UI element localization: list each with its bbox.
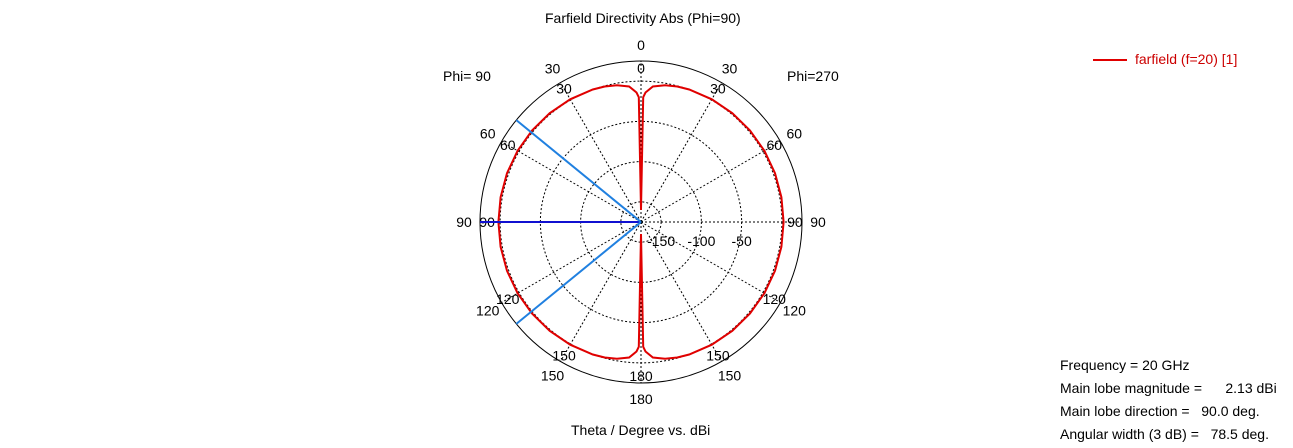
outer-angle-tick-label: 90 xyxy=(810,214,826,230)
angular-spoke-150 xyxy=(640,221,722,362)
outer-angle-tick-label: 60 xyxy=(786,126,802,142)
inner-angle-tick-label: 30 xyxy=(556,81,572,97)
inner-angle-tick-label: 30 xyxy=(710,81,726,97)
angular-spoke-330 xyxy=(560,82,642,223)
legend-swatch xyxy=(1093,59,1127,62)
outer-angle-tick-label: 120 xyxy=(783,303,807,319)
angular-spoke-300 xyxy=(501,141,642,223)
outer-angle-tick-label: 30 xyxy=(722,61,738,77)
outer-angle-tick-label: 180 xyxy=(629,391,653,407)
series-line-right xyxy=(640,84,785,360)
info-frequency: Frequency = 20 GHz xyxy=(1060,357,1190,373)
inner-angle-tick-label: 120 xyxy=(496,291,520,307)
x-axis-label: Theta / Degree vs. dBi xyxy=(571,422,711,438)
inner-angle-tick-label: 60 xyxy=(500,137,516,153)
info-main-lobe-magnitude: Main lobe magnitude = 2.13 dBi xyxy=(1060,380,1277,396)
chart-title-text: Farfield Directivity Abs (Phi=90) xyxy=(545,10,741,26)
info-main-lobe-direction: Main lobe direction = 90.0 deg. xyxy=(1060,403,1260,419)
outer-angle-tick-label: 150 xyxy=(718,367,742,383)
inner-angle-tick-label: 150 xyxy=(552,347,576,363)
info-panel: Frequency = 20 GHz Main lobe magnitude =… xyxy=(1060,354,1277,446)
inner-angle-tick-label: 90 xyxy=(787,214,803,230)
angular-spoke-240 xyxy=(501,221,642,303)
legend-entry-label: farfield (f=20) [1] xyxy=(1135,51,1238,67)
inner-angle-tick-label: 150 xyxy=(706,347,730,363)
radial-tick-label: -100 xyxy=(687,233,715,249)
info-angular-width: Angular width (3 dB) = 78.5 deg. xyxy=(1060,426,1269,442)
3db-beamwidth-upper-line xyxy=(515,119,642,223)
inner-angle-tick-label: 120 xyxy=(763,291,787,307)
outer-angle-tick-label: 150 xyxy=(541,367,565,383)
outer-angle-tick-label: 90 xyxy=(456,214,472,230)
inner-angle-tick-label: 0 xyxy=(637,60,645,76)
inner-angle-tick-label: 60 xyxy=(766,137,782,153)
angular-spoke-30 xyxy=(640,82,722,223)
outer-angle-tick-label: 120 xyxy=(476,303,500,319)
radial-tick-label: -150 xyxy=(647,233,675,249)
angular-spoke-120 xyxy=(640,221,781,303)
legend: farfield (f=20) [1] xyxy=(1093,51,1237,67)
phi-left-label: Phi= 90 xyxy=(443,68,491,84)
angular-spoke-60 xyxy=(640,141,781,223)
3db-beamwidth-lower-line xyxy=(515,221,642,325)
outer-angle-tick-label: 60 xyxy=(480,126,496,142)
outer-angle-tick-label: 30 xyxy=(545,61,561,77)
inner-angle-tick-label: 180 xyxy=(629,368,653,384)
radial-tick-label: -50 xyxy=(732,233,752,249)
outer-angle-tick-label: 0 xyxy=(637,37,645,53)
angular-spoke-210 xyxy=(560,221,642,362)
phi-right-label: Phi=270 xyxy=(787,68,839,84)
